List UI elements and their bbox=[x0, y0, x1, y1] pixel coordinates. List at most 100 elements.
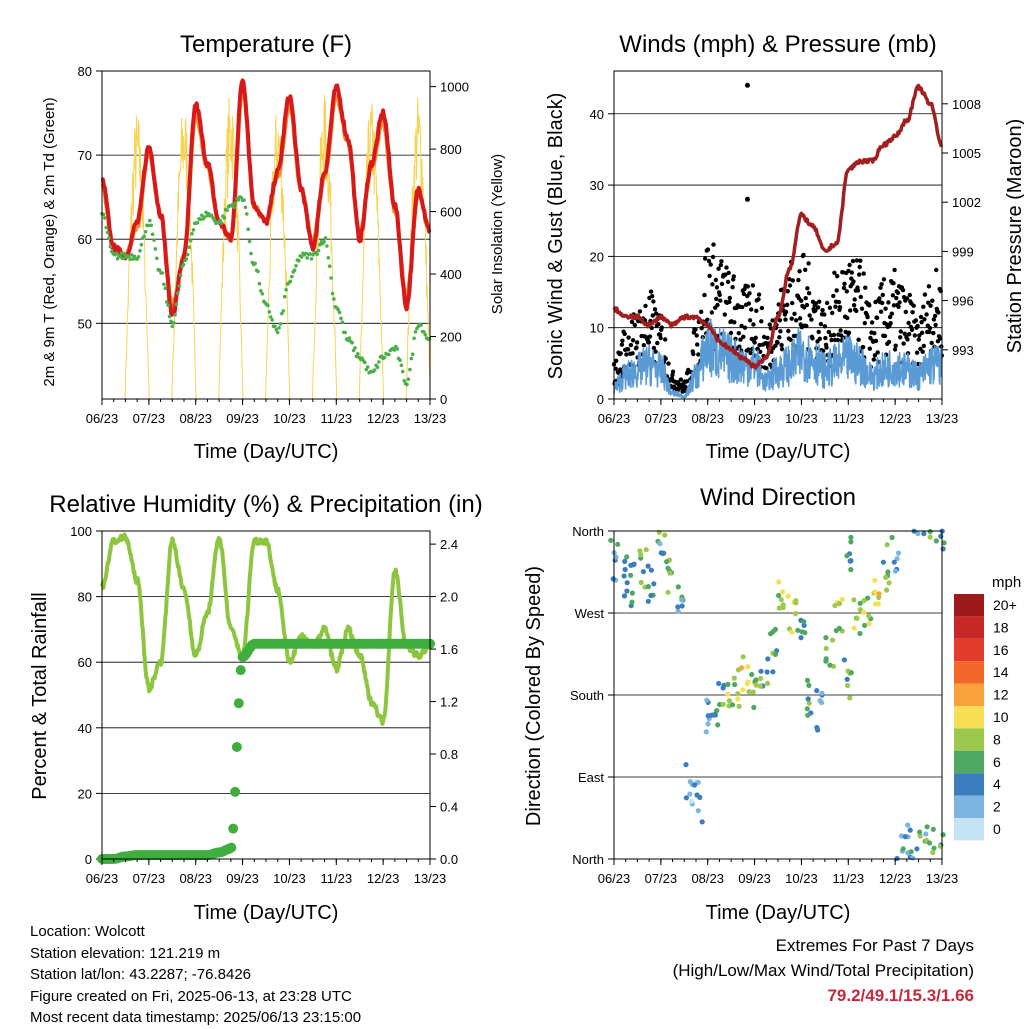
gust-point bbox=[614, 358, 619, 363]
gust-point bbox=[836, 299, 842, 305]
gust-point bbox=[797, 269, 802, 274]
wind-direction-point bbox=[729, 702, 736, 708]
gust-point bbox=[894, 295, 899, 301]
wind-direction-point bbox=[753, 682, 759, 688]
dewpoint-point bbox=[339, 316, 343, 321]
gust-point bbox=[898, 329, 903, 334]
direction-title: Wind Direction bbox=[700, 484, 856, 511]
direction-ytick-label: West bbox=[575, 606, 605, 621]
gust-point bbox=[790, 300, 795, 306]
gust-point bbox=[788, 337, 793, 342]
wind-direction-point bbox=[624, 580, 630, 586]
gust-point bbox=[778, 329, 783, 334]
gust-point bbox=[637, 309, 643, 314]
gust-outlier-point bbox=[745, 196, 750, 202]
wind-direction-point bbox=[780, 602, 786, 608]
wind-direction-point bbox=[793, 600, 799, 606]
precipitation-point bbox=[235, 665, 246, 676]
temperature-ytick-label: 60 bbox=[78, 232, 92, 247]
gust-point bbox=[655, 340, 660, 346]
wind-direction-point bbox=[883, 574, 889, 581]
wind-direction-point bbox=[847, 695, 853, 701]
gust-point bbox=[622, 331, 627, 337]
gust-outlier-point bbox=[745, 82, 750, 88]
direction-ytick-label: North bbox=[572, 852, 604, 867]
wind-direction-point bbox=[665, 565, 671, 571]
wind-direction-point bbox=[900, 846, 906, 852]
gust-point bbox=[758, 349, 763, 354]
dewpoint-point bbox=[419, 323, 423, 327]
temp-2m-line bbox=[100, 78, 432, 317]
gust-point bbox=[694, 333, 699, 338]
wind-direction-point bbox=[610, 576, 616, 582]
gust-point bbox=[619, 342, 625, 347]
wind-direction-point bbox=[621, 593, 628, 599]
dewpoint-point bbox=[318, 242, 322, 247]
legend-swatch bbox=[954, 594, 984, 617]
temperature-xtick-label: 06/23 bbox=[86, 411, 119, 426]
wind-direction-point bbox=[902, 834, 908, 840]
gust-point bbox=[718, 262, 723, 268]
dewpoint-point bbox=[122, 252, 127, 257]
legend-swatch bbox=[954, 728, 984, 751]
wind-direction-point bbox=[675, 584, 681, 590]
dewpoint-point bbox=[278, 322, 283, 326]
gust-point bbox=[739, 323, 744, 329]
gust-point bbox=[861, 271, 866, 276]
dewpoint-point bbox=[392, 348, 397, 352]
gust-point bbox=[815, 305, 821, 310]
legend-label: 14 bbox=[993, 664, 1009, 680]
gust-point bbox=[822, 324, 828, 329]
humidity-xtick-label: 06/23 bbox=[86, 871, 119, 886]
gust-point bbox=[783, 317, 788, 322]
gust-point bbox=[914, 350, 920, 355]
gust-point bbox=[759, 305, 765, 311]
wind-direction-point bbox=[917, 833, 923, 839]
dewpoint-point bbox=[128, 257, 132, 262]
gust-point bbox=[711, 242, 716, 247]
dewpoint-point bbox=[222, 216, 227, 220]
gust-point bbox=[848, 308, 853, 313]
dewpoint-point bbox=[218, 218, 222, 223]
gust-point bbox=[863, 285, 868, 290]
winds-y2tick-label: 1002 bbox=[952, 195, 981, 210]
dewpoint-point bbox=[162, 282, 166, 287]
gust-point bbox=[770, 318, 775, 323]
wind-direction-point bbox=[704, 697, 710, 703]
gust-point bbox=[851, 303, 857, 308]
wind-direction-point bbox=[848, 539, 854, 545]
humidity-xlabel: Time (Day/UTC) bbox=[194, 902, 339, 924]
gust-point bbox=[794, 318, 799, 323]
dewpoint-point bbox=[126, 254, 131, 259]
dewpoint-point bbox=[405, 382, 409, 387]
gust-point bbox=[831, 332, 837, 338]
winds-ylabel-right: Station Pressure (Maroon) bbox=[1004, 119, 1024, 354]
gust-point bbox=[850, 258, 856, 264]
gust-point bbox=[756, 297, 761, 302]
winds-xtick-label: 11/23 bbox=[832, 411, 864, 426]
dewpoint-point bbox=[163, 286, 168, 291]
wind-direction-point bbox=[941, 540, 947, 546]
direction-xtick-label: 13/23 bbox=[926, 871, 959, 886]
gust-point bbox=[813, 301, 819, 306]
wind-direction-point bbox=[629, 590, 636, 596]
wind-direction-point bbox=[699, 819, 705, 825]
gust-point bbox=[787, 277, 792, 282]
gust-point bbox=[928, 303, 933, 308]
gust-point bbox=[693, 327, 698, 332]
gust-point bbox=[628, 342, 634, 348]
wind-direction-point bbox=[758, 668, 764, 674]
wind-direction-point bbox=[738, 665, 745, 671]
wind-direction-point bbox=[768, 631, 774, 637]
legend-swatch bbox=[954, 638, 984, 662]
dewpoint-point bbox=[409, 356, 414, 361]
gust-point bbox=[747, 291, 752, 296]
station-pressure-line bbox=[612, 83, 944, 370]
gust-point bbox=[846, 268, 851, 274]
wind-direction-point bbox=[894, 556, 900, 562]
dewpoint-point bbox=[185, 252, 190, 257]
wind-direction-point bbox=[938, 533, 944, 539]
extremes-box: Extremes For Past 7 Days (High/Low/Max W… bbox=[673, 933, 974, 1008]
dewpoint-point bbox=[413, 330, 418, 334]
wind-direction-point bbox=[726, 698, 733, 704]
